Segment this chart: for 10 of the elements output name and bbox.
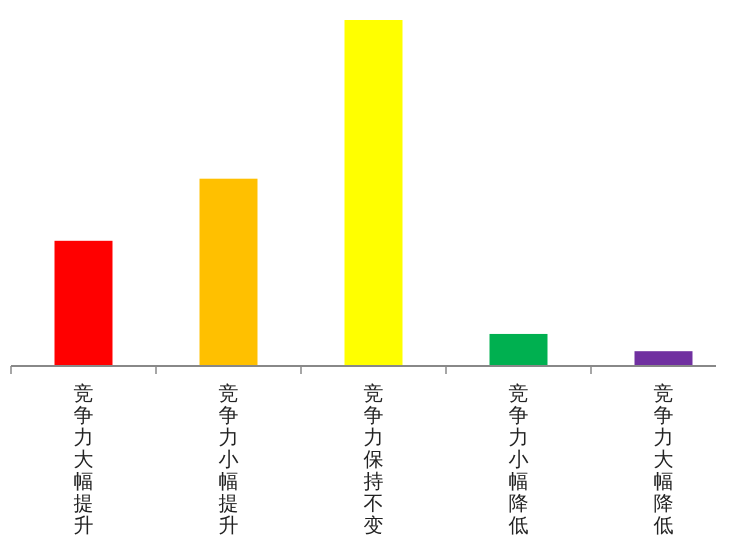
x-tick-label: 竞争力保持不变 — [364, 381, 384, 537]
bar — [54, 240, 112, 365]
bar — [344, 20, 402, 365]
x-tick-label: 竞争力大幅降低 — [654, 381, 674, 537]
bar — [634, 351, 692, 365]
bar — [490, 334, 548, 365]
x-tick-label: 竞争力大幅提升 — [74, 381, 94, 537]
x-tick-label: 竞争力小幅提升 — [218, 381, 238, 537]
bar — [200, 178, 258, 365]
x-tick-label: 竞争力小幅降低 — [508, 381, 528, 537]
